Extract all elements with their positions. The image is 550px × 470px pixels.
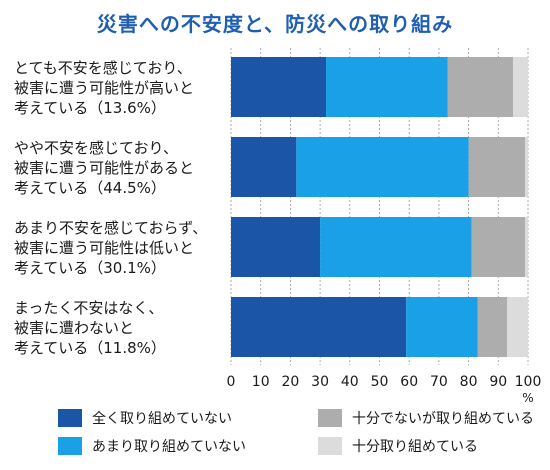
legend-item: 十分取り組めている <box>318 436 478 456</box>
x-tick-label: 30 <box>311 374 329 390</box>
x-tick-label: 60 <box>400 374 418 390</box>
category-label: まったく不安はなく、 被害に遭わないと考えている（11.8%） <box>14 298 229 358</box>
category-label-line: 被害に遭う可能性は低いと <box>14 239 195 257</box>
category-label: とても不安を感じており、 被害に遭う可能性が高いと 考えている（13.6%） <box>14 58 229 118</box>
category-label-line: 被害に遭う可能性があると <box>14 159 195 177</box>
bar-segment <box>468 137 526 197</box>
category-label-line: 被害に遭う可能性が高いと <box>14 79 195 97</box>
category-label-line: まったく不安はなく、 <box>14 299 164 317</box>
category-label-line: とても不安を感じており、 <box>14 59 192 77</box>
x-tick-label: 10 <box>252 374 270 390</box>
bar-segment <box>231 57 327 117</box>
x-tick-label: 50 <box>371 374 389 390</box>
x-tick-label: 100 <box>515 374 542 390</box>
legend-item: あまり取り組めていない <box>58 436 246 456</box>
legend-item: 全く取り組めていない <box>58 408 232 428</box>
bar-segment <box>231 137 297 197</box>
bar-segment <box>231 217 321 277</box>
bar-segment <box>231 297 407 357</box>
legend-swatch <box>318 437 342 455</box>
x-tick-label: 0 <box>227 374 236 390</box>
category-label: やや不安を感じており、 被害に遭う可能性があると 考えている（44.5%） <box>14 138 229 198</box>
legend-item: 十分でないが取り組めている <box>318 408 534 428</box>
bar-segment <box>447 57 514 117</box>
bar-segment <box>525 137 528 197</box>
bar-segment <box>320 217 472 277</box>
chart-title: 災害への不安度と、防災への取り組み <box>96 12 454 36</box>
bar-segment <box>406 297 478 357</box>
legend-swatch <box>318 409 342 427</box>
legend-label: 十分でないが取り組めている <box>352 411 534 427</box>
x-tick-label: 20 <box>281 374 299 390</box>
legend-swatch <box>58 409 82 427</box>
legend: 全く取り組めていない あまり取り組めていない 十分でないが取り組めている 十分取り組め… <box>0 405 550 465</box>
bar-segment <box>525 217 528 277</box>
bar-segment <box>326 57 448 117</box>
legend-label: 十分取り組めている <box>352 439 478 455</box>
legend-label: あまり取り組めていない <box>92 439 246 455</box>
category-label-line: 考えている（44.5%） <box>14 179 166 197</box>
category-label-line: 考えている（13.6%） <box>14 99 166 117</box>
bar-segment <box>471 217 526 277</box>
legend-swatch <box>58 437 82 455</box>
bar-segment <box>477 297 508 357</box>
x-tick-label: 90 <box>489 374 507 390</box>
x-tick-label: 70 <box>430 374 448 390</box>
x-unit-label: % <box>522 391 533 405</box>
x-tick-label: 40 <box>341 374 359 390</box>
category-label-line: やや不安を感じており、 <box>14 139 178 157</box>
category-label-line: 考えている（30.1%） <box>14 259 166 277</box>
bar-segment <box>507 297 528 357</box>
category-label-line: 被害に遭わないと <box>14 319 135 337</box>
category-label: あまり不安を感じておらず、 被害に遭う可能性は低いと 考えている（30.1%） <box>14 218 229 278</box>
bar-segment <box>296 137 469 197</box>
category-label-line: 考えている（11.8%） <box>14 339 166 357</box>
bar-segment <box>513 57 528 117</box>
category-label-line: あまり不安を感じておらず、 <box>14 219 208 237</box>
x-tick-label: 80 <box>460 374 478 390</box>
legend-label: 全く取り組めていない <box>92 411 232 427</box>
